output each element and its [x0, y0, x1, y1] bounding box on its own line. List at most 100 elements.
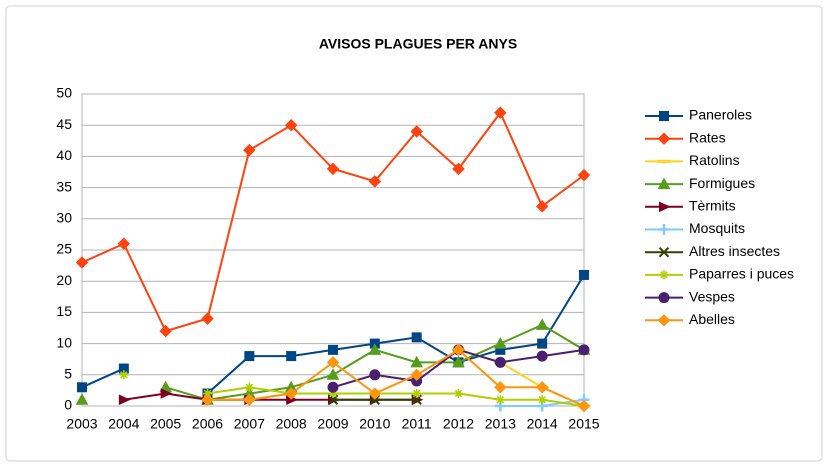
- marker: [657, 314, 671, 327]
- x-tick-label: 2011: [402, 416, 432, 432]
- y-tick-label: 45: [56, 116, 72, 132]
- marker: [244, 351, 255, 362]
- legend-label: Paneroles: [689, 107, 752, 123]
- legend-label: Formigues: [689, 175, 755, 191]
- marker: [535, 200, 549, 213]
- marker: [327, 381, 339, 393]
- marker: [160, 388, 173, 399]
- y-tick-label: 40: [56, 147, 72, 163]
- marker: [326, 356, 340, 369]
- marker: [75, 256, 89, 269]
- y-tick-label: 0: [64, 397, 72, 413]
- marker: [411, 332, 422, 343]
- marker: [243, 393, 256, 406]
- marker: [537, 395, 547, 405]
- marker: [410, 125, 423, 138]
- y-tick-label: 20: [56, 272, 72, 288]
- marker: [658, 224, 670, 235]
- marker: [244, 382, 254, 392]
- frame: [5, 5, 823, 462]
- legend-label: Tèrmits: [689, 198, 736, 214]
- marker: [494, 106, 507, 119]
- marker: [368, 343, 382, 355]
- y-tick-label: 25: [56, 241, 72, 257]
- legend-label: Paparres i puces: [689, 266, 794, 282]
- marker: [201, 312, 214, 325]
- marker: [77, 382, 87, 393]
- x-tick-label: 2007: [234, 416, 265, 432]
- chart-title: AVISOS PLAGUES PER ANYS: [319, 36, 517, 52]
- x-tick-label: 2004: [108, 416, 139, 432]
- x-tick-label: 2005: [150, 416, 181, 432]
- x-tick-label: 2008: [276, 416, 307, 432]
- marker: [658, 292, 670, 304]
- marker: [495, 395, 505, 405]
- marker: [494, 356, 506, 368]
- legend-label: Altres insectes: [689, 243, 780, 259]
- x-tick-label: 2015: [568, 416, 599, 432]
- marker: [326, 368, 340, 380]
- marker: [659, 270, 669, 280]
- marker: [578, 344, 590, 356]
- marker: [284, 118, 298, 132]
- y-tick-label: 10: [56, 334, 72, 350]
- x-tick-label: 2010: [359, 416, 390, 432]
- marker: [658, 246, 670, 258]
- marker: [452, 343, 465, 357]
- marker: [493, 337, 507, 349]
- marker: [659, 111, 669, 121]
- marker: [284, 387, 298, 400]
- marker: [243, 143, 256, 157]
- series-line: [207, 386, 585, 407]
- legend-label: Vespes: [689, 288, 735, 304]
- marker: [159, 324, 172, 338]
- x-tick-label: 2013: [485, 416, 516, 432]
- marker: [579, 269, 589, 280]
- legend-label: Abelles: [689, 311, 735, 327]
- marker: [659, 201, 671, 213]
- x-tick-label: 2009: [317, 416, 348, 432]
- marker: [75, 393, 89, 405]
- marker: [577, 168, 591, 182]
- marker: [535, 318, 549, 330]
- marker: [326, 162, 340, 176]
- series-line: [206, 274, 585, 395]
- marker: [410, 368, 423, 382]
- marker: [452, 355, 465, 368]
- series-line: [207, 348, 585, 407]
- plot-border: [81, 93, 585, 407]
- marker: [203, 389, 212, 399]
- marker: [118, 394, 131, 406]
- marker: [657, 132, 671, 145]
- marker: [410, 355, 424, 368]
- marker: [494, 381, 507, 394]
- y-tick-label: 50: [56, 85, 72, 101]
- marker: [119, 370, 129, 380]
- series-line: [81, 367, 125, 389]
- marker: [535, 381, 549, 394]
- x-tick-label: 2012: [443, 416, 474, 432]
- marker: [117, 237, 131, 250]
- marker: [369, 369, 381, 381]
- marker: [536, 350, 548, 362]
- marker: [452, 162, 465, 176]
- marker: [657, 177, 671, 190]
- y-tick-label: 5: [64, 366, 72, 382]
- legend-label: Rates: [689, 129, 726, 145]
- marker: [201, 393, 214, 406]
- x-tick-label: 2006: [192, 416, 223, 432]
- y-tick-label: 30: [56, 210, 72, 226]
- marker: [368, 175, 382, 188]
- marker: [286, 351, 297, 362]
- marker: [577, 399, 591, 413]
- marker: [328, 344, 338, 355]
- x-tick-label: 2014: [527, 416, 558, 432]
- marker: [454, 389, 463, 399]
- y-tick-label: 35: [56, 178, 72, 194]
- marker: [328, 389, 338, 399]
- x-tick-label: 2003: [66, 416, 97, 432]
- legend-label: Ratolins: [689, 152, 740, 168]
- marker: [412, 389, 422, 399]
- marker: [368, 387, 382, 400]
